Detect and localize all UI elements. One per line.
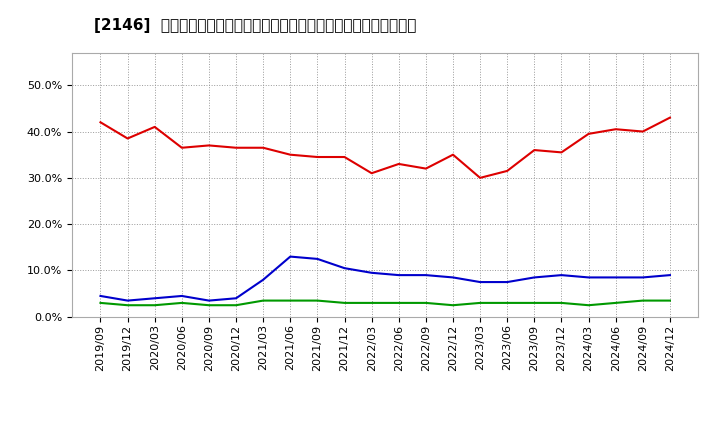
- Legend: 自己資本, のれん, 繰延税金資産: 自己資本, のれん, 繰延税金資産: [238, 434, 532, 440]
- のれん: [313, 256, 322, 261]
- のれん: [367, 270, 376, 275]
- 自己資本: [367, 171, 376, 176]
- のれん: [530, 275, 539, 280]
- 繰延税金資産: [367, 300, 376, 305]
- のれん: [557, 272, 566, 278]
- Line: 繰延税金資産: 繰延税金資産: [101, 301, 670, 305]
- 繰延税金資産: [232, 303, 240, 308]
- 自己資本: [476, 175, 485, 180]
- のれん: [395, 272, 403, 278]
- 自己資本: [313, 154, 322, 160]
- のれん: [286, 254, 294, 259]
- のれん: [204, 298, 213, 303]
- 繰延税金資産: [665, 298, 674, 303]
- のれん: [421, 272, 430, 278]
- 自己資本: [204, 143, 213, 148]
- 繰延税金資産: [341, 300, 349, 305]
- Text: [2146]  自己資本、のれん、繰延税金資産の総資産に対する比率の推移: [2146] 自己資本、のれん、繰延税金資産の総資産に対する比率の推移: [94, 18, 416, 33]
- 繰延税金資産: [584, 303, 593, 308]
- 繰延税金資産: [313, 298, 322, 303]
- 自己資本: [232, 145, 240, 150]
- のれん: [96, 293, 105, 299]
- 自己資本: [123, 136, 132, 141]
- 自己資本: [611, 127, 620, 132]
- 繰延税金資産: [639, 298, 647, 303]
- 繰延税金資産: [150, 303, 159, 308]
- 自己資本: [557, 150, 566, 155]
- Line: のれん: のれん: [101, 257, 670, 301]
- 繰延税金資産: [476, 300, 485, 305]
- 繰延税金資産: [395, 300, 403, 305]
- 自己資本: [395, 161, 403, 167]
- 繰延税金資産: [204, 303, 213, 308]
- のれん: [123, 298, 132, 303]
- のれん: [611, 275, 620, 280]
- 自己資本: [584, 131, 593, 136]
- のれん: [178, 293, 186, 299]
- 自己資本: [421, 166, 430, 171]
- 自己資本: [150, 124, 159, 129]
- のれん: [449, 275, 457, 280]
- 繰延税金資産: [503, 300, 511, 305]
- 繰延税金資産: [421, 300, 430, 305]
- のれん: [150, 296, 159, 301]
- 自己資本: [341, 154, 349, 160]
- 繰延税金資産: [259, 298, 268, 303]
- 自己資本: [639, 129, 647, 134]
- 自己資本: [530, 147, 539, 153]
- のれん: [476, 279, 485, 285]
- 繰延税金資産: [286, 298, 294, 303]
- のれん: [639, 275, 647, 280]
- 繰延税金資産: [611, 300, 620, 305]
- 繰延税金資産: [96, 300, 105, 305]
- 自己資本: [259, 145, 268, 150]
- 繰延税金資産: [557, 300, 566, 305]
- のれん: [341, 265, 349, 271]
- 自己資本: [96, 120, 105, 125]
- のれん: [665, 272, 674, 278]
- 繰延税金資産: [178, 300, 186, 305]
- 自己資本: [665, 115, 674, 120]
- 自己資本: [286, 152, 294, 158]
- のれん: [232, 296, 240, 301]
- 繰延税金資産: [123, 303, 132, 308]
- 繰延税金資産: [530, 300, 539, 305]
- 自己資本: [178, 145, 186, 150]
- 自己資本: [449, 152, 457, 158]
- のれん: [503, 279, 511, 285]
- Line: 自己資本: 自己資本: [101, 117, 670, 178]
- 繰延税金資産: [449, 303, 457, 308]
- のれん: [259, 277, 268, 282]
- のれん: [584, 275, 593, 280]
- 自己資本: [503, 168, 511, 173]
